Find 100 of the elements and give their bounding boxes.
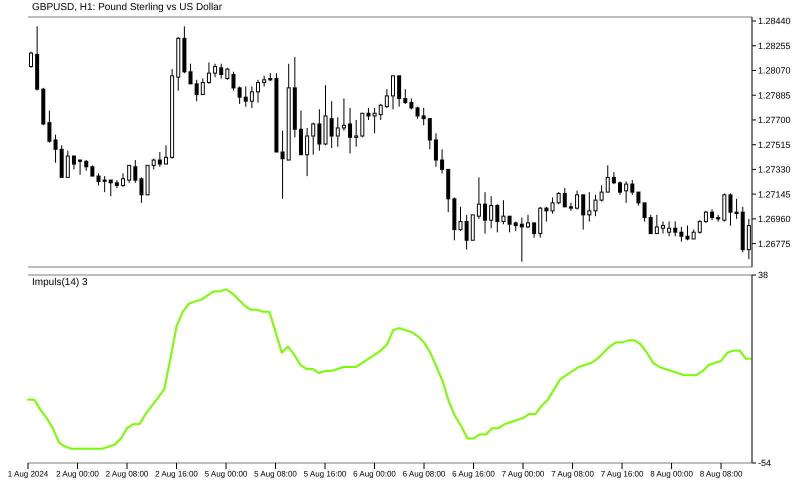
candlestick	[384, 88, 389, 108]
candlestick	[250, 86, 254, 108]
candlestick	[397, 75, 402, 108]
candlestick	[562, 188, 567, 208]
candlestick	[618, 180, 622, 196]
candlestick	[526, 214, 530, 229]
x-tick-label: 7 Aug 08:00	[551, 470, 594, 479]
candlestick	[317, 108, 322, 152]
y-tick-label: 1.28070	[758, 66, 791, 76]
line-series	[27, 288, 753, 450]
candlestick	[127, 164, 132, 184]
candlestick	[593, 194, 598, 217]
candlestick	[152, 158, 156, 170]
candlestick	[648, 214, 653, 234]
candlestick	[440, 148, 444, 174]
candlestick	[734, 198, 739, 220]
candlestick	[133, 160, 138, 184]
candlestick	[642, 202, 647, 222]
candlestick	[508, 216, 512, 233]
x-tick-label: 2 Aug 16:00	[155, 470, 198, 479]
x-tick-label: 1 Aug 2024	[8, 470, 49, 479]
x-tick-label: 5 Aug 08:00	[254, 470, 298, 479]
candlestick	[342, 98, 346, 132]
candlestick	[458, 206, 462, 232]
candlestick	[200, 78, 205, 96]
candlestick	[686, 225, 690, 241]
candlestick	[280, 130, 285, 200]
candlestick	[428, 118, 432, 150]
x-tick-label: 5 Aug 16:00	[304, 470, 347, 479]
candlestick	[121, 172, 126, 188]
candlestick	[29, 51, 33, 68]
candlestick	[520, 217, 524, 262]
candlestick	[219, 63, 224, 79]
candlestick	[667, 221, 672, 237]
candlestick	[704, 210, 708, 224]
candlestick	[728, 192, 732, 226]
candlestick	[660, 221, 665, 234]
candlestick	[550, 196, 555, 214]
y-tick-label: 1.27145	[758, 189, 791, 200]
y-tick-label: 38	[758, 270, 768, 280]
candlestick	[84, 160, 88, 172]
candlestick	[330, 100, 334, 149]
candlestick	[495, 204, 500, 233]
candlestick	[188, 63, 193, 84]
candlestick	[391, 75, 395, 110]
candlestick	[90, 164, 94, 177]
candlestick	[464, 214, 469, 250]
candlestick	[256, 79, 260, 104]
candlestick	[556, 192, 561, 205]
y-tick-label: 1.26775	[758, 238, 791, 249]
candlestick	[422, 107, 426, 126]
y-tick-label: 1.27515	[758, 140, 791, 150]
candlestick	[78, 160, 82, 176]
candlestick	[354, 119, 358, 148]
candlestick	[378, 103, 383, 120]
candlestick	[47, 110, 52, 144]
candlestick	[262, 75, 266, 88]
y-tick-label: -54	[758, 458, 772, 468]
x-tick-label: 6 Aug 00:00	[353, 470, 396, 479]
candlestick	[501, 200, 506, 225]
candlestick	[139, 176, 144, 204]
candlestick	[630, 180, 634, 196]
candlestick	[654, 214, 659, 234]
candlestick	[692, 229, 696, 240]
candlestick	[710, 209, 714, 221]
x-tick-label: 7 Aug 16:00	[600, 470, 644, 479]
candlestick	[698, 220, 702, 234]
candlestick	[366, 107, 370, 120]
candlestick	[581, 194, 586, 230]
candlestick	[96, 172, 100, 186]
candlestick	[476, 176, 481, 220]
candlestick	[372, 107, 377, 134]
candlestick	[164, 144, 168, 165]
candlestick	[72, 156, 76, 170]
candlestick	[158, 152, 162, 168]
candlestick	[311, 122, 316, 156]
candlestick	[483, 192, 488, 234]
x-tick-label: 6 Aug 08:00	[402, 470, 446, 479]
candlestick	[194, 79, 199, 102]
candlestick	[575, 190, 580, 210]
chart-title: GBPUSD, H1: Pound Sterling vs US Dollar	[32, 2, 222, 14]
candlestick	[587, 192, 592, 222]
candlestick	[336, 116, 340, 148]
x-tick-label: 8 Aug 00:00	[650, 470, 694, 479]
candlestick	[102, 176, 107, 193]
x-tick-label: 2 Aug 00:00	[56, 470, 100, 479]
y-tick-label: 1.27330	[758, 164, 791, 175]
candlestick	[231, 71, 236, 92]
candlestick	[225, 67, 230, 80]
candlestick	[624, 180, 628, 204]
candlestick	[305, 127, 310, 177]
x-tick-label: 8 Aug 08:00	[700, 470, 743, 479]
candlestick	[673, 221, 678, 237]
candlestick	[54, 134, 58, 164]
candlestick	[238, 86, 242, 104]
candlestick	[532, 222, 536, 238]
candlestick	[544, 206, 548, 222]
candlestick	[206, 62, 211, 84]
candlestick	[606, 164, 610, 193]
candlestick	[213, 63, 218, 78]
